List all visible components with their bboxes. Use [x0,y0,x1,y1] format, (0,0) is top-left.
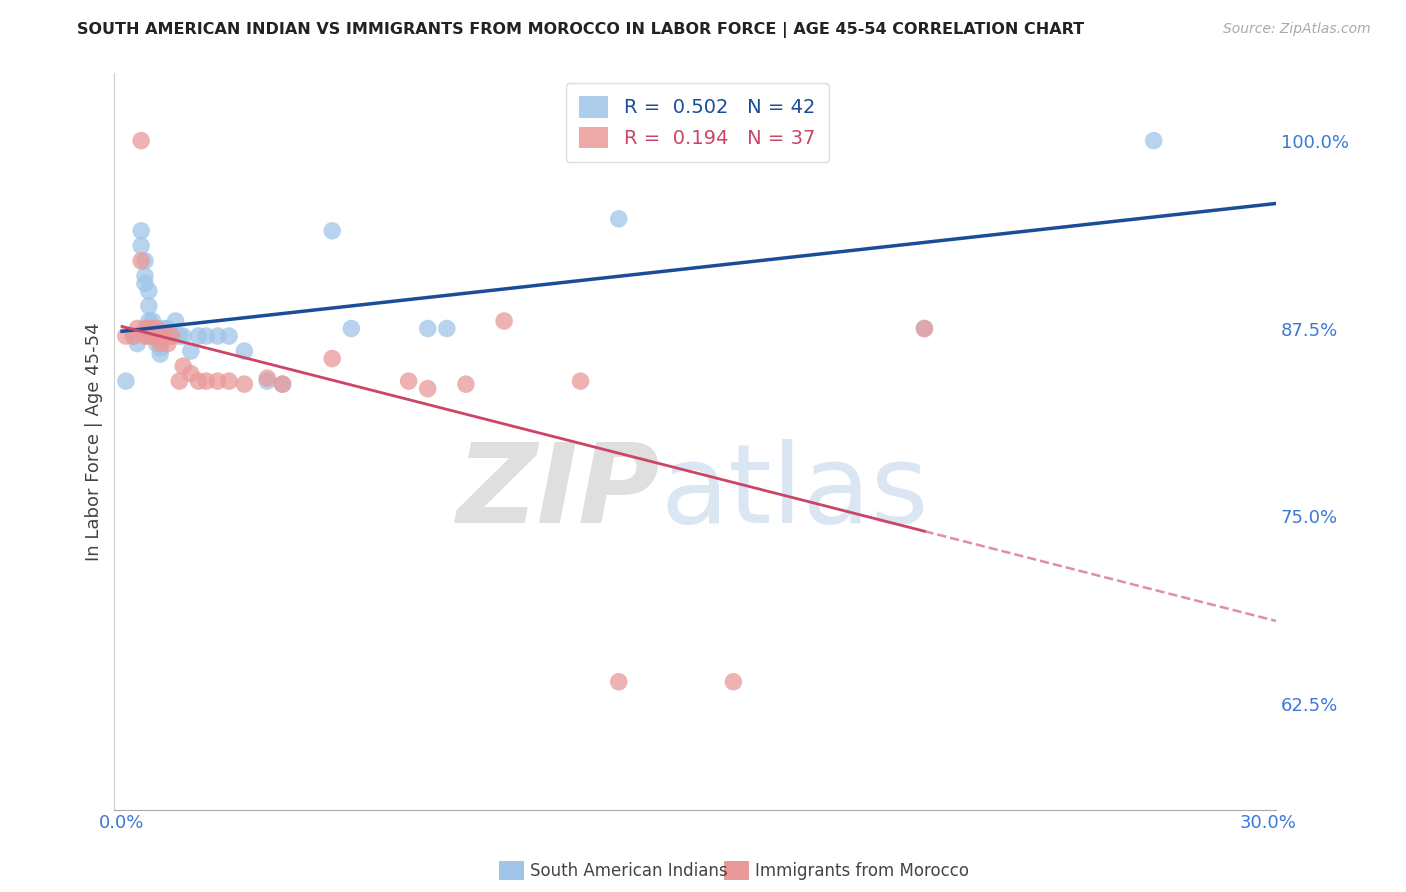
Point [142,329,165,343]
Point [134,329,156,343]
Point [195,329,218,343]
Point [127,336,149,351]
Point [218,329,240,343]
Point [153,321,176,335]
Point [122,329,145,343]
Point [195,374,218,388]
Point [156,321,179,335]
Y-axis label: In Labor Force | Age 45-54: In Labor Force | Age 45-54 [86,322,103,560]
Point [912,321,935,335]
Point [145,336,167,351]
Text: Immigrants from Morocco: Immigrants from Morocco [755,863,969,880]
Point [160,329,183,343]
Point [256,374,278,388]
Point [398,374,420,388]
Point [165,314,187,328]
Point [115,374,138,388]
Point [607,674,630,689]
Point [180,367,202,381]
Point [115,329,138,343]
Text: ZIP: ZIP [457,440,661,546]
Point [149,341,172,355]
Point [149,329,172,343]
Text: atlas: atlas [661,440,929,546]
Point [145,321,167,335]
Point [129,253,152,268]
Point [149,336,172,351]
Point [256,371,278,385]
Point [138,314,160,328]
Point [271,377,294,392]
Point [138,329,160,343]
Point [145,329,167,343]
Point [912,321,935,335]
Point [340,321,363,335]
Point [129,239,152,253]
Point [134,253,156,268]
Point [207,329,229,343]
Text: Source: ZipAtlas.com: Source: ZipAtlas.com [1223,22,1371,37]
Point [145,329,167,343]
Point [153,329,176,343]
Point [138,321,160,335]
Point [129,134,152,148]
Point [129,224,152,238]
Point [160,329,183,343]
Point [187,329,209,343]
Point [138,299,160,313]
Point [156,336,179,351]
Point [169,329,191,343]
Point [494,314,516,328]
Point [169,374,191,388]
Point [172,329,194,343]
Point [134,268,156,283]
Point [416,382,439,396]
Point [436,321,458,335]
Text: SOUTH AMERICAN INDIAN VS IMMIGRANTS FROM MOROCCO IN LABOR FORCE | AGE 45-54 CORR: SOUTH AMERICAN INDIAN VS IMMIGRANTS FROM… [77,22,1084,38]
Point [145,321,167,335]
Point [1143,134,1166,148]
Point [142,329,165,343]
Point [454,377,477,392]
Point [153,329,176,343]
Point [127,321,149,335]
Point [416,321,439,335]
Point [233,344,256,359]
Point [207,374,229,388]
Point [271,377,294,392]
Point [134,321,156,335]
Legend: R =  0.502   N = 42, R =  0.194   N = 37: R = 0.502 N = 42, R = 0.194 N = 37 [565,83,830,162]
Point [233,377,256,392]
Point [142,321,165,335]
Point [569,374,592,388]
Point [172,359,194,373]
Point [187,374,209,388]
Point [142,321,165,335]
Text: South American Indians: South American Indians [530,863,728,880]
Point [218,374,240,388]
Point [142,314,165,328]
Point [138,284,160,298]
Point [321,351,343,366]
Point [607,211,630,226]
Point [122,329,145,343]
Point [134,277,156,291]
Point [156,329,179,343]
Point [180,344,202,359]
Point [149,347,172,361]
Point [321,224,343,238]
Point [723,674,745,689]
